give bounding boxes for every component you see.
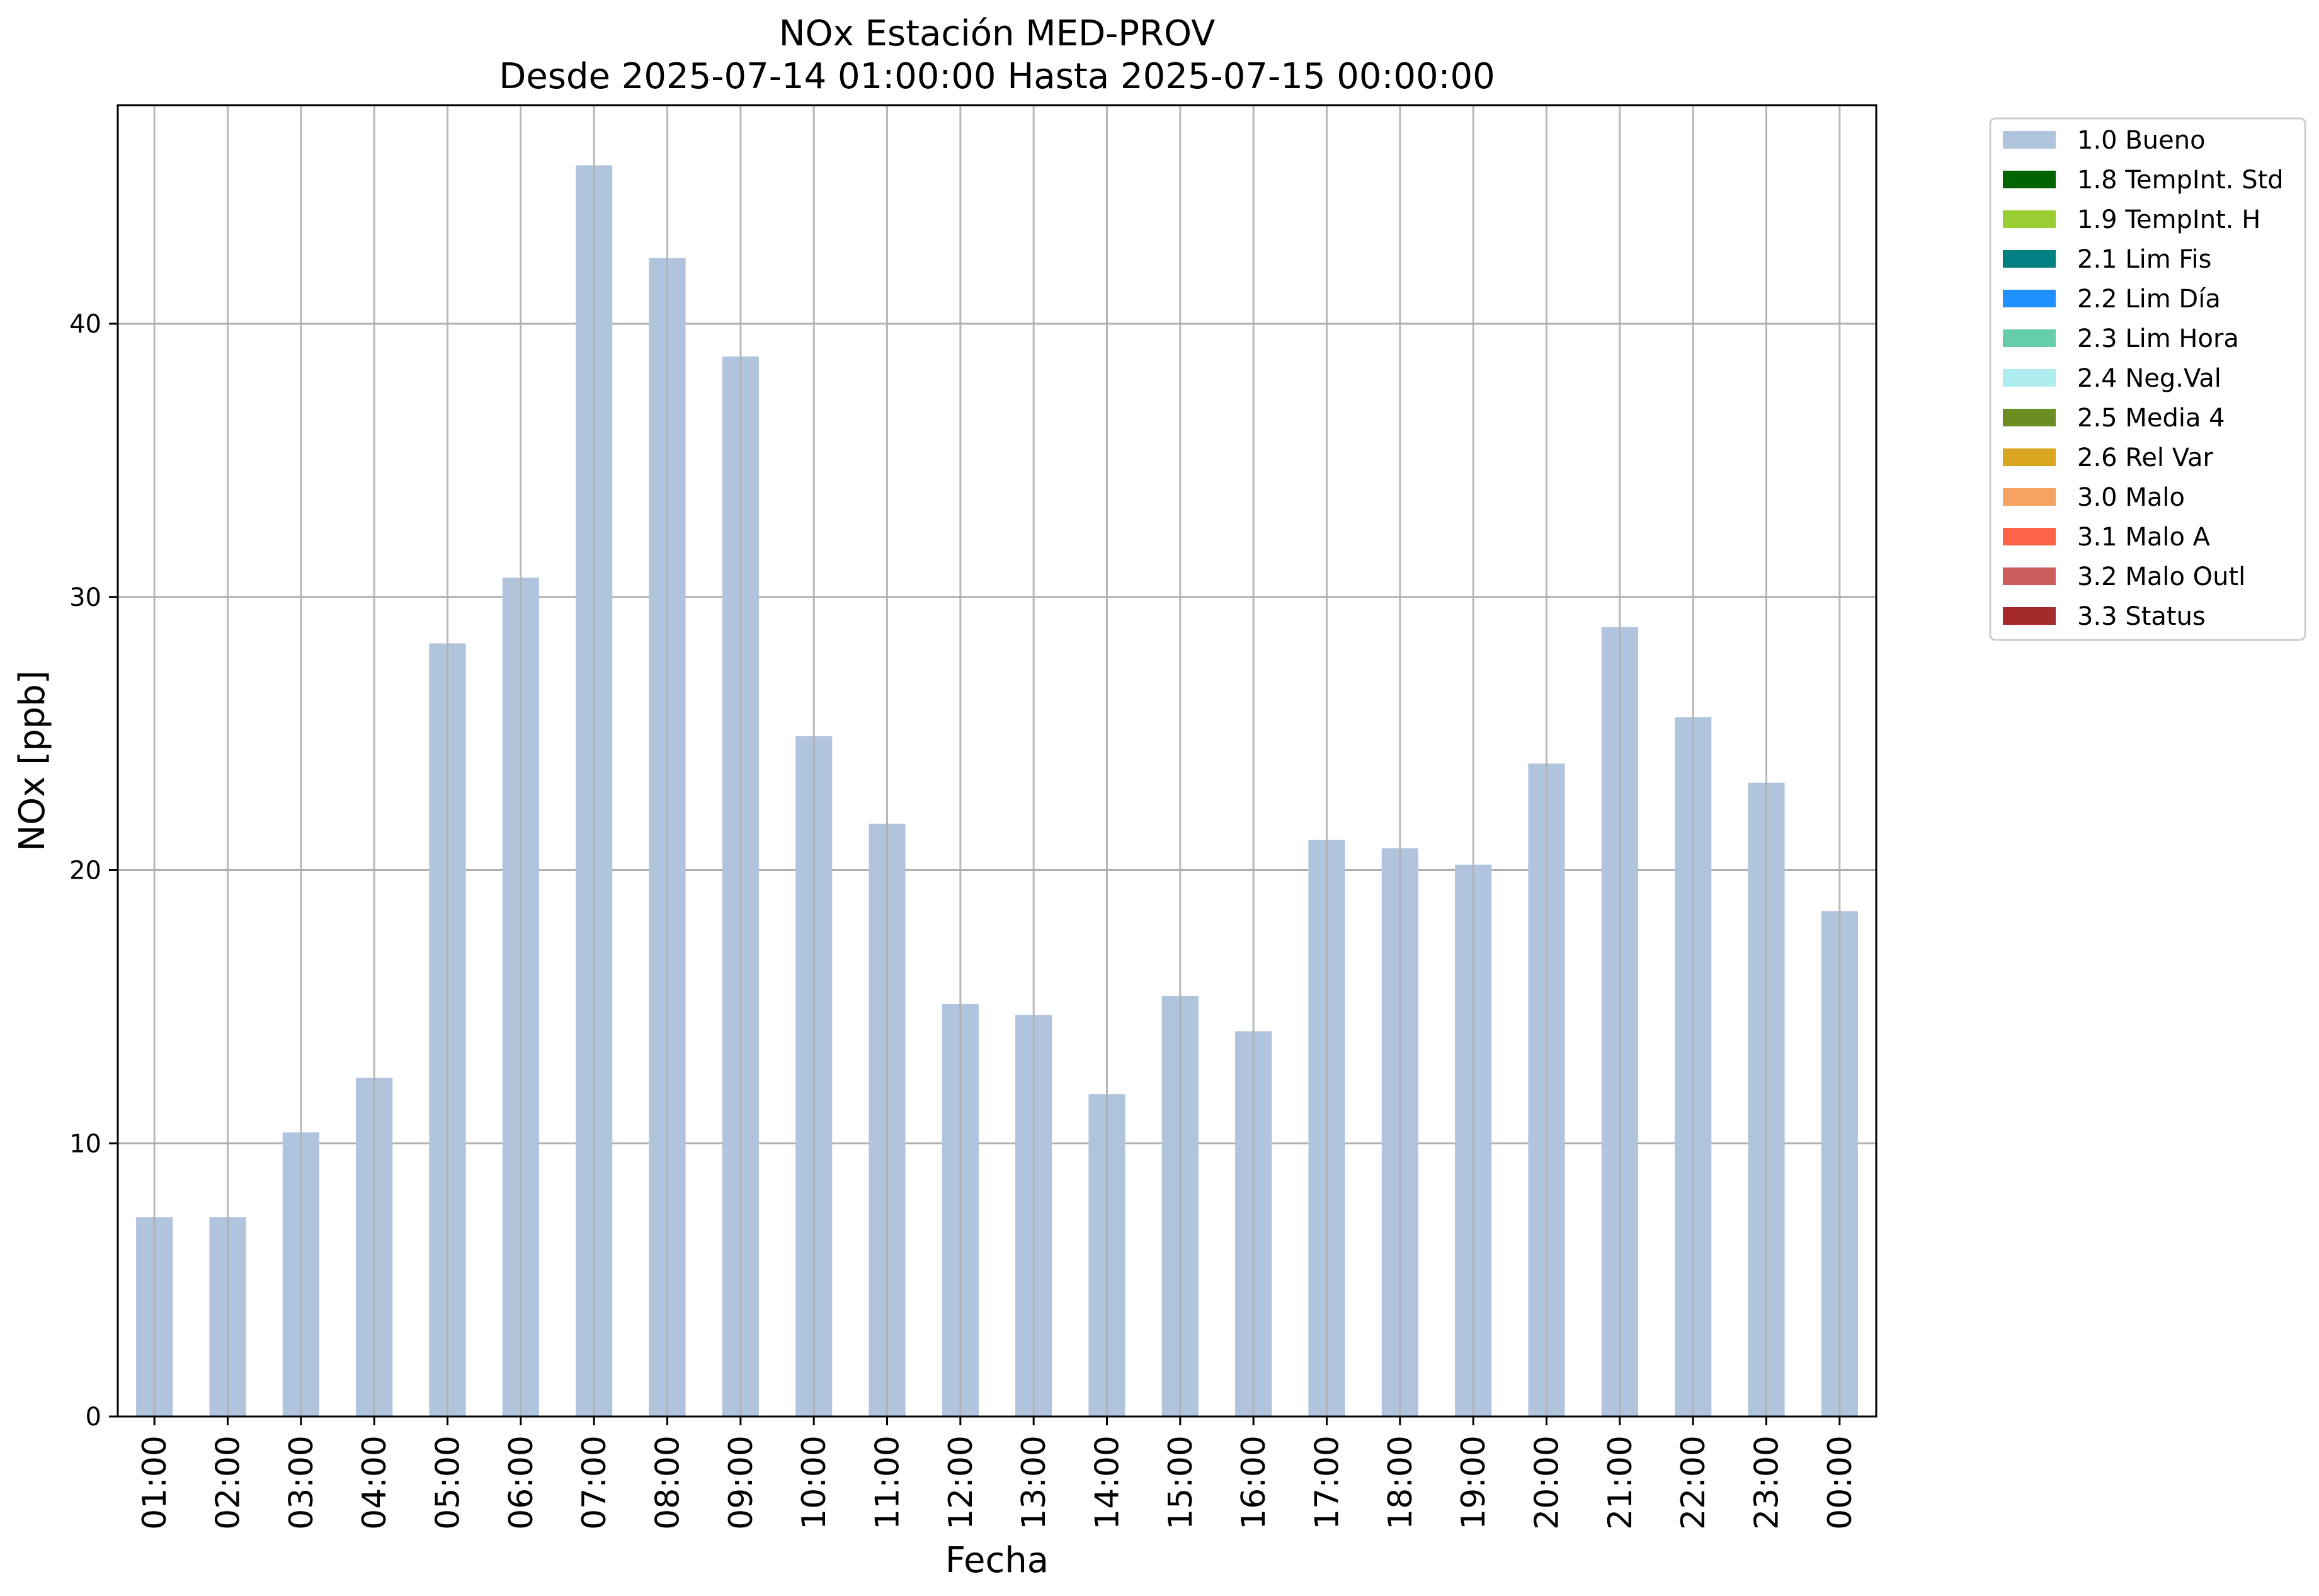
legend-entry-label: 2.6 Rel Var [2077, 443, 2214, 472]
x-tick-label: 17:00 [1309, 1435, 1347, 1530]
x-tick-label: 18:00 [1382, 1435, 1420, 1530]
vertical-grid-lines [153, 105, 1841, 1416]
legend-entry-label: 2.1 Lim Fis [2077, 245, 2211, 274]
x-tick-label: 03:00 [283, 1435, 321, 1530]
x-tick-label: 23:00 [1748, 1435, 1786, 1530]
x-tick-label: 12:00 [942, 1435, 980, 1530]
x-tick-label: 04:00 [356, 1435, 394, 1530]
y-tick-label: 0 [86, 1403, 101, 1432]
legend-entry-label: 1.9 TempInt. H [2077, 205, 2260, 234]
x-tick-label: 20:00 [1529, 1435, 1566, 1530]
legend-entry-label: 2.3 Lim Hora [2077, 324, 2239, 353]
legend-swatch [2003, 329, 2056, 347]
legend-entry-label: 1.8 TempInt. Std [2077, 166, 2284, 195]
x-tick-label: 11:00 [869, 1435, 907, 1530]
x-axis-ticks: 01:00 02:00 03:00 04:00 05:00 06:00 07:00 08:00… [136, 1416, 1859, 1530]
legend-swatch [2003, 210, 2056, 228]
x-tick-label: 21:00 [1602, 1435, 1639, 1530]
legend-entry-label: 3.0 Malo [2077, 483, 2185, 512]
legend-swatch [2003, 369, 2056, 387]
legend-swatch [2003, 607, 2056, 625]
x-tick-label: 13:00 [1015, 1435, 1053, 1530]
x-tick-label: 19:00 [1455, 1435, 1493, 1530]
x-tick-label: 16:00 [1235, 1435, 1273, 1530]
y-axis-label: NOx [ppb] [12, 670, 53, 851]
x-tick-label: 09:00 [722, 1435, 760, 1530]
legend: 1.0 Bueno 1.8 TempInt. Std 1.9 TempInt. H 2… [1989, 117, 2306, 641]
x-tick-label: 14:00 [1089, 1435, 1127, 1530]
legend-swatch [2003, 448, 2056, 466]
chart-subtitle: Desde 2025-07-14 01:00:00 Hasta 2025-07-… [499, 56, 1495, 97]
chart-title: NOx Estación MED-PROV [779, 13, 1216, 54]
legend-swatch [2003, 290, 2056, 307]
x-tick-label: 01:00 [136, 1435, 174, 1530]
legend-swatch [2003, 528, 2056, 545]
x-tick-label: 22:00 [1675, 1435, 1712, 1530]
legend-entry-label: 3.1 Malo A [2077, 523, 2211, 552]
legend-entry-label: 2.2 Lim Día [2077, 285, 2221, 314]
legend-entry-label: 2.4 Neg.Val [2077, 364, 2221, 393]
y-tick-label: 40 [69, 310, 101, 339]
x-tick-label: 05:00 [430, 1435, 467, 1530]
legend-frame [1989, 117, 2306, 641]
x-tick-label: 02:00 [210, 1435, 248, 1530]
y-axis-ticks: 0 10 20 30 40 [69, 310, 118, 1432]
legend-swatch [2003, 567, 2056, 585]
legend-entry-label: 1.0 Bueno [2077, 126, 2206, 155]
y-tick-label: 10 [69, 1129, 101, 1158]
legend-swatch [2003, 171, 2056, 188]
legend-entry-label: 3.2 Malo Outl [2077, 562, 2245, 591]
x-tick-label: 10:00 [795, 1435, 833, 1530]
legend-entry-label: 3.3 Status [2077, 602, 2206, 631]
y-tick-label: 30 [69, 583, 101, 612]
legend-swatch [2003, 250, 2056, 268]
plot-area-frame [117, 104, 1877, 1418]
legend-entry-label: 2.5 Media 4 [2077, 404, 2225, 433]
x-tick-label: 00:00 [1821, 1435, 1859, 1530]
x-tick-label: 06:00 [503, 1435, 540, 1530]
legend-swatch [2003, 488, 2056, 506]
legend-swatch [2003, 131, 2056, 149]
x-tick-label: 08:00 [649, 1435, 687, 1530]
x-tick-label: 15:00 [1162, 1435, 1200, 1530]
y-tick-label: 20 [69, 857, 101, 886]
legend-swatch [2003, 409, 2056, 426]
x-tick-label: 07:00 [576, 1435, 613, 1530]
x-axis-label: Fecha [945, 1540, 1049, 1581]
